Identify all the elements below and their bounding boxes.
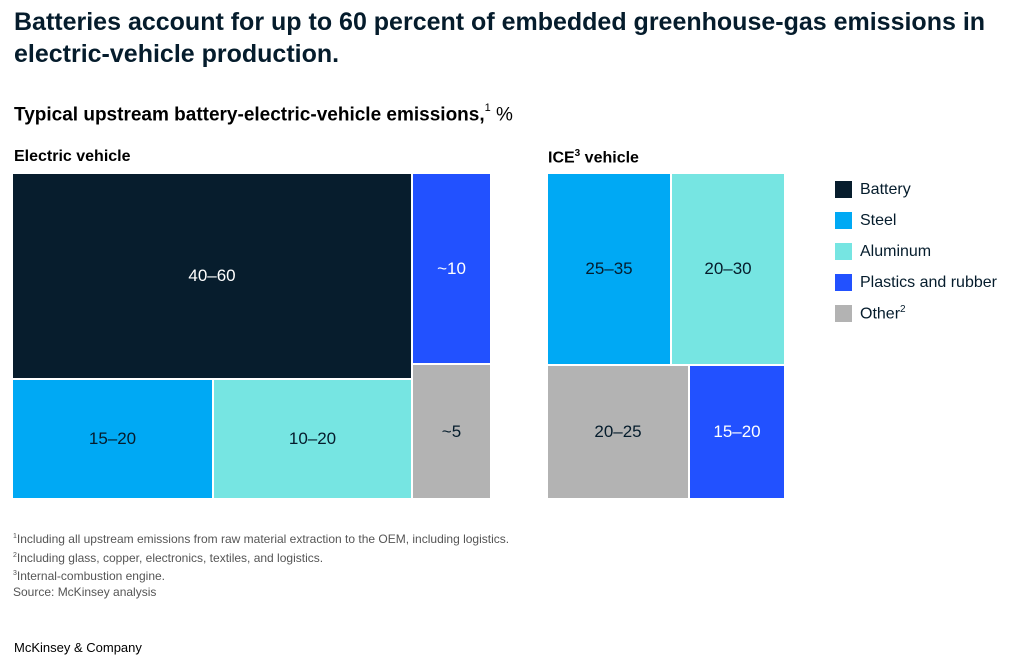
legend-label: Other2 (860, 303, 906, 323)
ice-label-footnote-marker: 3 (574, 148, 581, 159)
footnote: Source: McKinsey analysis (13, 584, 157, 599)
ev-cell-battery: 40–60 (13, 174, 411, 378)
cell-value-label: ~5 (441, 421, 462, 441)
legend-label: Plastics and rubber (860, 273, 997, 291)
legend-item-plastics: Plastics and rubber (835, 267, 997, 298)
ev-treemap: 40–60 ~10 15–20 10–20 ~5 (13, 174, 490, 498)
ice-panel-label: ICE3 vehicle (548, 148, 639, 167)
ice-cell-steel: 25–35 (548, 174, 670, 364)
legend: Battery Steel Aluminum Plastics and rubber O… (835, 174, 997, 329)
subtitle-text: Typical upstream battery-electric-vehicl… (14, 104, 485, 126)
cell-value-label: 10–20 (288, 429, 337, 448)
brand-name: McKinsey & Company (14, 640, 142, 655)
legend-swatch (835, 181, 852, 198)
cell-value-label: 40–60 (188, 266, 236, 285)
legend-item-battery: Battery (835, 174, 997, 205)
ice-cell-aluminum: 20–30 (672, 174, 784, 364)
footnote: 2Including glass, copper, electronics, t… (13, 550, 324, 565)
chart-subtitle: Typical upstream battery-electric-vehicl… (14, 102, 513, 126)
legend-swatch (835, 243, 852, 260)
cell-value-label: 15–20 (713, 422, 761, 441)
subtitle-unit: % (496, 104, 513, 126)
legend-swatch (835, 305, 852, 322)
chart-title: Batteries account for up to 60 percent o… (14, 8, 986, 68)
footnote: 3Internal-combustion engine. (13, 569, 165, 583)
legend-swatch (835, 274, 852, 291)
legend-item-other: Other2 (835, 298, 997, 329)
legend-item-steel: Steel (835, 205, 997, 236)
legend-label: Aluminum (860, 242, 932, 260)
subtitle-footnote-marker: 1 (484, 102, 491, 114)
ice-label-rest: vehicle (580, 149, 639, 167)
ev-cell-plastics: ~10 (413, 174, 490, 363)
ice-cell-plastics: 15–20 (690, 366, 784, 498)
ice-label-main: ICE (548, 149, 575, 167)
ev-panel-label: Electric vehicle (14, 148, 131, 165)
ev-cell-other: ~5 (413, 365, 490, 498)
ice-treemap: 25–35 20–30 20–25 15–20 (548, 174, 784, 498)
ev-cell-steel: 15–20 (13, 380, 212, 498)
legend-label: Steel (860, 211, 897, 229)
legend-swatch (835, 212, 852, 229)
ice-cell-other: 20–25 (548, 366, 688, 498)
cell-value-label: 20–30 (704, 259, 752, 278)
ev-cell-aluminum: 10–20 (214, 380, 411, 498)
cell-value-label: ~10 (437, 258, 466, 278)
cell-value-label: 20–25 (594, 422, 642, 441)
legend-label: Battery (860, 180, 911, 198)
cell-value-label: 15–20 (88, 429, 137, 448)
cell-value-label: 25–35 (585, 259, 633, 278)
footnote: 1Including all upstream emissions from r… (13, 532, 510, 546)
legend-item-aluminum: Aluminum (835, 236, 997, 267)
footnotes: 1Including all upstream emissions from r… (13, 529, 509, 600)
